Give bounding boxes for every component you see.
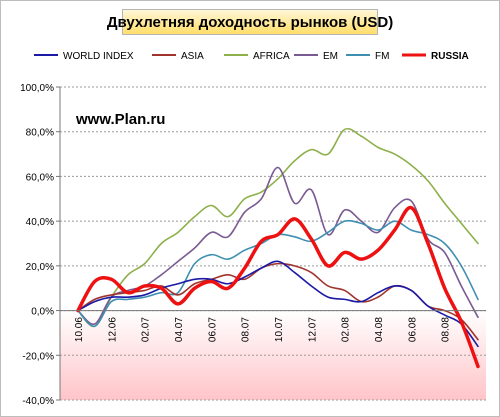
x-tick-label: 06.08 bbox=[407, 317, 418, 342]
legend-label: FM bbox=[375, 51, 389, 62]
x-tick-label: 04.07 bbox=[174, 317, 185, 342]
legend-label: EM bbox=[323, 51, 338, 62]
x-tick-label: 08.08 bbox=[441, 317, 452, 342]
y-axis: 100,0% 80,0% 60,0% 40,0% 20,0% 0,0% -20,0% -40,… bbox=[20, 83, 61, 407]
x-axis: 10.06 12.06 02.07 04.07 06.07 08.07 10.07 12.07… bbox=[60, 310, 486, 342]
x-tick-label: 06.07 bbox=[207, 317, 218, 342]
chart-title: Двухлетняя доходность рынков (USD) bbox=[107, 9, 393, 35]
y-tick-label: 80,0% bbox=[26, 128, 54, 139]
legend-label: WORLD INDEX bbox=[63, 51, 134, 62]
y-tick-label: 20,0% bbox=[26, 262, 54, 273]
legend-label: ASIA bbox=[181, 51, 204, 62]
chart-legend: WORLD INDEX ASIA AFRICA EM FM RUSSIA bbox=[34, 51, 469, 62]
y-tick-label: 100,0% bbox=[20, 83, 54, 94]
series-line-russia bbox=[76, 205, 480, 369]
y-tick-label: 60,0% bbox=[26, 172, 54, 183]
x-tick-label: 12.07 bbox=[307, 317, 318, 342]
legend-label: RUSSIA bbox=[431, 51, 469, 62]
y-tick-label: 0,0% bbox=[31, 307, 54, 318]
y-tick-label: -40,0% bbox=[22, 396, 54, 407]
x-tick-label: 10.07 bbox=[274, 317, 285, 342]
series-line-africa bbox=[77, 127, 479, 328]
y-tick-label: 40,0% bbox=[26, 217, 54, 228]
legend-label: AFRICA bbox=[253, 51, 290, 62]
series-lines bbox=[76, 127, 480, 369]
x-tick-label: 12.06 bbox=[107, 317, 118, 342]
x-tick-label: 10.06 bbox=[74, 317, 85, 342]
x-tick-label: 04.08 bbox=[374, 317, 385, 342]
plot-area bbox=[60, 87, 486, 400]
x-tick-label: 02.07 bbox=[141, 317, 152, 342]
x-tick-label: 02.08 bbox=[341, 317, 352, 342]
watermark-text: www.Plan.ru bbox=[75, 111, 165, 128]
x-tick-label: 08.07 bbox=[241, 317, 252, 342]
y-tick-label: -20,0% bbox=[22, 351, 54, 362]
series-line-world-index bbox=[77, 260, 479, 348]
